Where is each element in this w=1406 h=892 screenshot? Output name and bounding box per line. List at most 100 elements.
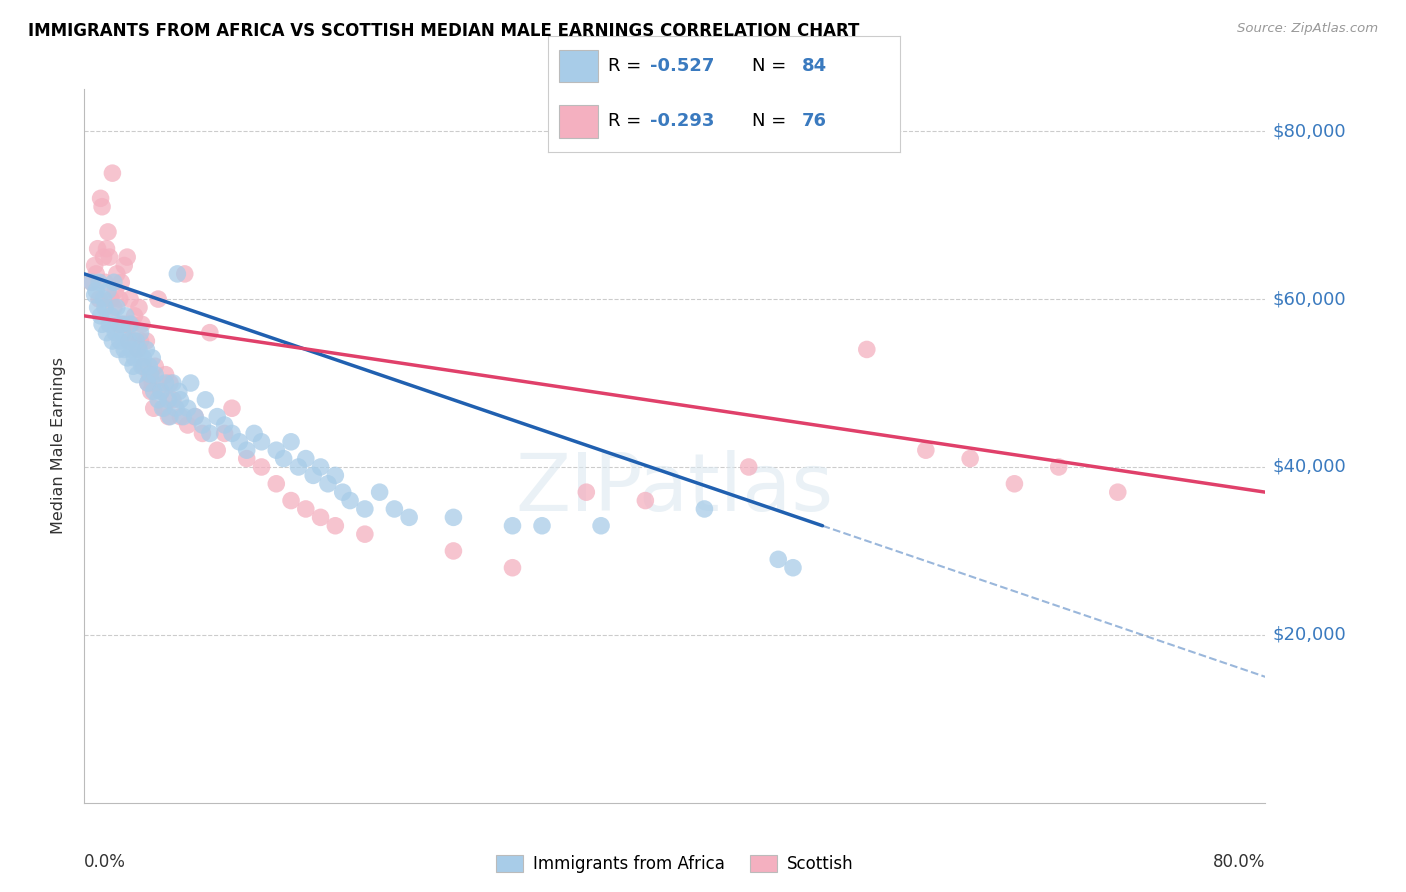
Point [295, 451, 318, 466]
Point [114, 318, 136, 332]
Legend: Immigrants from Africa, Scottish: Immigrants from Africa, Scottish [489, 848, 860, 880]
Point [184, 409, 207, 424]
Point [97, 284, 120, 298]
Point [959, 451, 981, 466]
Point [129, 326, 152, 340]
Point [287, 460, 309, 475]
Point [339, 493, 361, 508]
Point [191, 417, 214, 432]
Point [86, 301, 108, 315]
Point [100, 292, 122, 306]
Text: $60,000: $60,000 [1272, 290, 1346, 308]
Point [148, 292, 170, 306]
Point [273, 451, 295, 466]
Point [93, 250, 115, 264]
Point [90, 191, 112, 205]
Point [138, 359, 160, 374]
Point [184, 409, 207, 424]
Point [575, 485, 598, 500]
Point [153, 401, 176, 416]
Point [107, 343, 129, 357]
Point [120, 292, 142, 306]
Text: 76: 76 [801, 112, 827, 130]
Point [128, 301, 150, 315]
Point [167, 384, 190, 399]
Point [122, 334, 145, 348]
Point [105, 301, 128, 315]
Text: IMMIGRANTS FROM AFRICA VS SCOTTISH MEDIAN MALE EARNINGS CORRELATION CHART: IMMIGRANTS FROM AFRICA VS SCOTTISH MEDIA… [28, 22, 859, 40]
Text: R =: R = [609, 112, 647, 130]
Point [159, 376, 181, 390]
Text: $20,000: $20,000 [1272, 626, 1346, 644]
Point [159, 409, 181, 424]
Point [103, 275, 125, 289]
Point [121, 318, 143, 332]
Point [125, 334, 148, 348]
Point [87, 292, 111, 306]
Text: -0.527: -0.527 [650, 57, 714, 75]
Y-axis label: Median Male Earnings: Median Male Earnings [51, 358, 66, 534]
Point [157, 409, 180, 424]
Point [136, 376, 159, 390]
Point [198, 326, 221, 340]
Point [162, 376, 184, 390]
Point [127, 343, 149, 357]
Point [94, 275, 117, 289]
Point [235, 443, 259, 458]
Point [110, 318, 132, 332]
Point [112, 259, 135, 273]
Point [100, 309, 122, 323]
Point [155, 368, 177, 382]
Point [87, 275, 111, 289]
Point [108, 292, 131, 306]
Point [180, 376, 202, 390]
Point [131, 359, 153, 374]
Point [162, 392, 184, 407]
Point [264, 476, 288, 491]
Point [111, 326, 134, 340]
Point [280, 434, 302, 449]
Point [139, 368, 162, 382]
Point [128, 343, 150, 357]
Point [264, 443, 288, 458]
Point [173, 267, 195, 281]
Point [214, 417, 236, 432]
Point [138, 368, 160, 382]
Text: $40,000: $40,000 [1272, 458, 1346, 476]
Point [104, 326, 127, 340]
Point [250, 460, 273, 475]
Point [120, 318, 142, 332]
Point [80, 275, 103, 289]
Point [141, 376, 163, 390]
Point [152, 401, 174, 416]
Point [114, 309, 136, 323]
Point [309, 510, 332, 524]
Point [83, 288, 105, 302]
Point [91, 200, 114, 214]
Point [150, 384, 173, 399]
Point [135, 334, 157, 348]
Point [139, 384, 162, 399]
Point [1047, 460, 1070, 475]
Point [782, 560, 804, 574]
Point [354, 527, 377, 541]
Point [143, 359, 166, 374]
Point [103, 301, 125, 315]
Point [83, 259, 105, 273]
Point [221, 401, 243, 416]
Point [228, 434, 250, 449]
Point [132, 359, 155, 374]
Point [441, 510, 464, 524]
Point [191, 426, 214, 441]
Point [295, 502, 318, 516]
Point [101, 166, 124, 180]
Point [323, 468, 347, 483]
Point [198, 426, 221, 441]
Point [855, 343, 877, 357]
Point [1107, 485, 1129, 500]
Point [142, 401, 165, 416]
Point [441, 544, 464, 558]
Point [165, 401, 187, 416]
Point [110, 275, 132, 289]
Point [302, 468, 325, 483]
